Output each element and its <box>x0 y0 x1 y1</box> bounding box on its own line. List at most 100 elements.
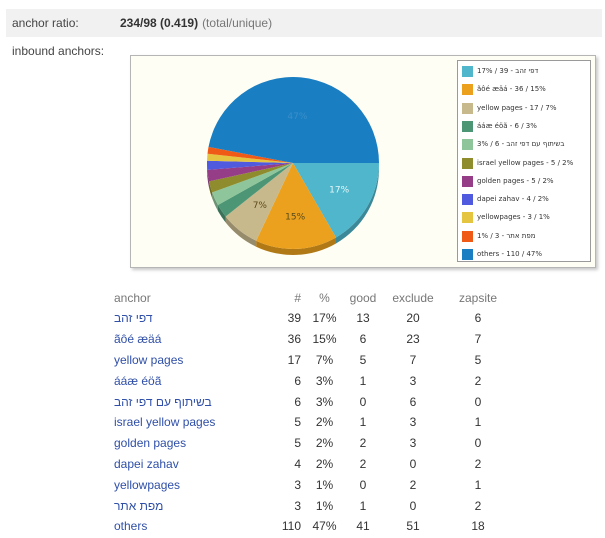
count-cell: 5 <box>294 436 301 451</box>
table-row: others 110 47% 41 51 18 <box>114 516 508 537</box>
anchor-ratio-number: 234/98 (0.419) <box>120 16 199 30</box>
legend-swatch <box>462 157 473 169</box>
anchors-table: anchor # % good exclude zapsite דפי זהב 3… <box>114 288 508 537</box>
percent-cell: 2% <box>315 415 334 430</box>
exclude-cell: 3 <box>409 373 417 388</box>
anchor-link[interactable]: israel yellow pages <box>114 415 216 430</box>
col-header-good: good <box>349 291 377 305</box>
percent-cell: 2% <box>315 436 334 451</box>
pie-slice-side <box>212 192 218 211</box>
pie-slice-side <box>217 204 226 223</box>
pie-slice-side <box>207 169 209 188</box>
pie-slice <box>256 163 336 249</box>
pie-slice-label: 7% <box>253 201 268 211</box>
anchor-cell: ááæ éöã <box>114 370 274 391</box>
zapsite-cell: 6 <box>474 311 482 326</box>
anchor-link[interactable]: golden pages <box>114 436 187 451</box>
pie-slice <box>212 163 293 205</box>
legend-item: ááæ éöã - 6 / 3% <box>462 120 588 134</box>
legend-item: israel yellow pages - 5 / 2% <box>462 157 588 171</box>
count-cell: 3 <box>294 477 301 492</box>
good-cell: 13 <box>356 311 370 326</box>
legend-item: dapei zahav - 4 / 2% <box>462 193 588 207</box>
legend-item: yellow pages - 17 / 7% <box>462 102 588 116</box>
count-cell: 36 <box>287 332 301 347</box>
anchor-cell: מפת אתר <box>114 495 274 516</box>
pie-slice-side <box>256 237 336 255</box>
pie-slice <box>207 163 293 182</box>
pie-slice <box>207 146 293 163</box>
pie-slice <box>207 153 293 163</box>
anchor-link[interactable]: ááæ éöã <box>114 373 162 388</box>
legend-swatch <box>462 139 473 151</box>
legend-item: others - 110 / 47% <box>462 248 588 262</box>
anchor-link[interactable]: דפי זהב <box>114 311 153 326</box>
good-cell: 0 <box>359 394 367 409</box>
exclude-cell: 51 <box>406 519 420 534</box>
table-row: golden pages 5 2% 2 3 0 <box>114 433 508 454</box>
anchor-ratio-value: 234/98 (0.419) (total/unique) <box>120 16 272 30</box>
table-row: yellowpages 3 1% 0 2 1 <box>114 474 508 495</box>
legend-label: dapei zahav - 4 / 2% <box>477 195 549 204</box>
pie-slice-side <box>225 216 257 247</box>
pie-legend: 17% / 39 - דפי זהב ãôé æäá - 36 / 15% yell… <box>457 60 591 262</box>
legend-label: yellow pages - 17 / 7% <box>477 103 557 112</box>
table-row: yellow pages 17 7% 5 7 5 <box>114 350 508 371</box>
good-cell: 5 <box>359 352 367 367</box>
legend-item: ãôé æäá - 36 / 15% <box>462 83 588 97</box>
anchor-cell: דפי זהב <box>114 308 274 329</box>
count-cell: 110 <box>281 519 301 534</box>
legend-swatch <box>462 212 473 224</box>
legend-label: ááæ éöã - 6 / 3% <box>477 121 537 130</box>
anchor-link[interactable]: מפת אתר <box>114 498 164 513</box>
legend-label: 1% / 3 - מפת אתר <box>477 231 536 240</box>
pie-slice <box>207 160 293 170</box>
anchor-cell: dapei zahav <box>114 454 274 475</box>
zapsite-cell: 0 <box>474 436 482 451</box>
table-row: דפי זהב 39 17% 13 20 6 <box>114 308 508 329</box>
anchor-cell: בשיתוף עם דפי זהב <box>114 391 274 412</box>
anchor-link[interactable]: yellow pages <box>114 352 184 367</box>
zapsite-cell: 1 <box>474 477 482 492</box>
pie-slice-side <box>336 163 379 244</box>
legend-swatch <box>462 120 473 132</box>
good-cell: 2 <box>359 436 367 451</box>
anchor-link[interactable]: others <box>114 519 148 534</box>
pie-slice-label: 15% <box>285 212 305 222</box>
pie-slice-label: 17% <box>329 186 349 196</box>
anchor-ratio-label: anchor ratio: <box>12 16 79 30</box>
legend-swatch <box>462 230 473 242</box>
pie-slice <box>293 163 379 238</box>
percent-cell: 1% <box>315 477 334 492</box>
percent-cell: 7% <box>315 352 334 367</box>
zapsite-cell: 1 <box>474 415 482 430</box>
legend-label: others - 110 / 47% <box>477 250 542 258</box>
anchor-link[interactable]: בשיתוף עם דפי זהב <box>114 394 212 409</box>
zapsite-cell: 5 <box>474 352 482 367</box>
anchor-cell: yellowpages <box>114 474 274 495</box>
anchor-ratio-row: anchor ratio: 234/98 (0.419) (total/uniqu… <box>6 9 602 37</box>
exclude-cell: 2 <box>409 477 417 492</box>
col-header-exclude: exclude <box>392 291 434 305</box>
good-cell: 0 <box>359 477 367 492</box>
table-row: ãôé æäá 36 15% 6 23 7 <box>114 329 508 350</box>
count-cell: 39 <box>287 311 301 326</box>
anchor-link[interactable]: yellowpages <box>114 477 181 492</box>
exclude-cell: 3 <box>409 415 417 430</box>
percent-cell: 3% <box>315 394 334 409</box>
good-cell: 1 <box>359 415 367 430</box>
pie-slice <box>208 77 379 163</box>
legend-item: yellowpages - 3 / 1% <box>462 211 588 225</box>
anchor-cell: yellow pages <box>114 350 274 371</box>
pie-slice <box>225 163 293 241</box>
exclude-cell: 0 <box>409 456 417 471</box>
pie-slice <box>208 163 293 193</box>
table-row: מפת אתר 3 1% 1 0 2 <box>114 495 508 516</box>
exclude-cell: 7 <box>409 352 417 367</box>
anchor-link[interactable]: dapei zahav <box>114 456 179 471</box>
anchor-link[interactable]: ãôé æäá <box>114 332 162 347</box>
exclude-cell: 23 <box>406 332 420 347</box>
table-row: dapei zahav 4 2% 2 0 2 <box>114 454 508 475</box>
percent-cell: 2% <box>315 456 334 471</box>
col-header-zapsite: zapsite <box>458 291 498 305</box>
